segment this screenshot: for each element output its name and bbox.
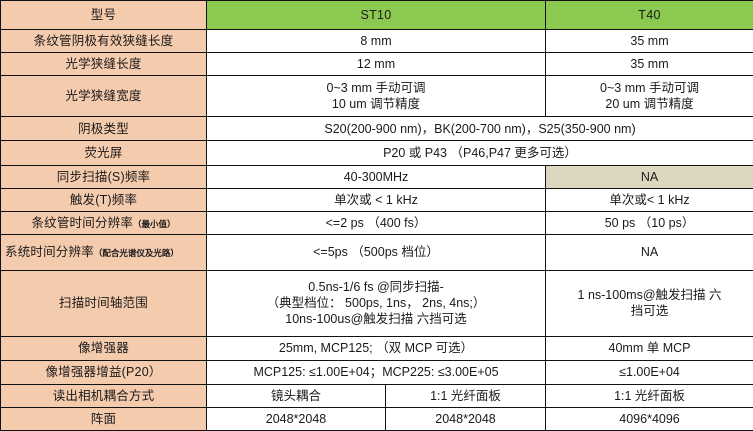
cell-st10: 0.5ns-1/6 fs @同步扫描- （典型档位： 500ps, 1ns， 2…: [205, 269, 547, 337]
cell-st10-a: 镜头耦合: [206, 383, 386, 408]
row-label-note: （最小值）: [133, 218, 176, 229]
cell-line: （典型档位： 500ps, 1ns， 2ns, 4ns;）: [266, 296, 486, 311]
row-label: 读出相机耦合方式: [0, 383, 207, 408]
cell-t40: 0~3 mm 手动可调 20 um 调节精度: [545, 74, 753, 118]
row-label-note: （配合光谱仪及光路）: [93, 248, 179, 259]
cell-line: 0.5ns-1/6 fs @同步扫描-: [308, 280, 444, 295]
table-row: 触发(T)频率 单次或 < 1 kHz 单次或< 1 kHz: [0, 187, 753, 212]
table-header-row: 型号 ST10 T40: [0, 0, 753, 30]
cell-line: 0~3 mm 手动可调: [326, 80, 426, 95]
table-row: 阴极类型 S20(200-900 nm)，BK(200-700 nm)，S25(…: [0, 116, 753, 142]
cell-t40: 4096*4096: [545, 406, 753, 431]
table-row: 系统时间分辨率（配合光谱仪及光路） <=5ps （500ps 档位） NA: [0, 233, 753, 271]
cell-st10: 单次或 < 1 kHz: [205, 187, 547, 212]
table-row: 像增强器 25mm, MCP125; （双 MCP 可选） 40mm 单 MCP: [0, 335, 753, 361]
cell-line: 20 um 调节精度: [605, 96, 694, 111]
row-label-main: 系统时间分辨率: [5, 245, 94, 260]
cell-st10: 0~3 mm 手动可调 10 um 调节精度: [205, 74, 547, 118]
cell-t40: 40mm 单 MCP: [545, 335, 753, 361]
cell-st10-a: 2048*2048: [206, 406, 386, 431]
cell-st10-b: 2048*2048: [384, 406, 547, 431]
table-row: 条纹管阴极有效狭缝长度 8 mm 35 mm: [0, 28, 753, 53]
cell-line: 1 ns-100ms@触发扫描 六: [577, 288, 722, 303]
table-row: 像增强器增益(P20） MCP125: ≤1.00E+04；MCP225: ≤3…: [0, 359, 753, 385]
cell-span-all: P20 或 P43 （P46,P47 更多可选）: [205, 140, 753, 166]
row-label: 像增强器: [0, 335, 207, 361]
cell-st10: <=2 ps （400 fs）: [205, 210, 547, 235]
row-label: 条纹管阴极有效狭缝长度: [0, 28, 207, 53]
table-row: 阵面 2048*2048 2048*2048 4096*4096: [0, 406, 753, 431]
row-label: 扫描时间轴范围: [0, 269, 207, 337]
cell-st10: 8 mm: [205, 28, 547, 53]
row-label: 系统时间分辨率（配合光谱仪及光路）: [0, 233, 207, 271]
row-label: 像增强器增益(P20）: [0, 359, 207, 385]
cell-span-all: S20(200-900 nm)，BK(200-700 nm)，S25(350-9…: [205, 116, 753, 142]
cell-st10: 40-300MHz: [205, 164, 547, 189]
cell-st10: <=5ps （500ps 档位）: [205, 233, 547, 271]
cell-t40: 单次或< 1 kHz: [545, 187, 753, 212]
table-row: 同步扫描(S)频率 40-300MHz NA: [0, 164, 753, 189]
table-row: 读出相机耦合方式 镜头耦合 1:1 光纤面板 1:1 光纤面板: [0, 383, 753, 408]
table-row: 光学狭缝长度 12 mm 35 mm: [0, 51, 753, 76]
cell-t40: 50 ps （10 ps）: [545, 210, 753, 235]
table-row: 条纹管时间分辨率（最小值） <=2 ps （400 fs） 50 ps （10 …: [0, 210, 753, 235]
cell-st10: MCP125: ≤1.00E+04；MCP225: ≤3.00E+05: [205, 359, 547, 385]
cell-t40: ≤1.00E+04: [545, 359, 753, 385]
row-label: 触发(T)频率: [0, 187, 207, 212]
row-label: 条纹管时间分辨率（最小值）: [0, 210, 207, 235]
table-row: 荧光屏 P20 或 P43 （P46,P47 更多可选）: [0, 140, 753, 166]
row-label-main: 条纹管时间分辨率: [31, 215, 134, 230]
cell-t40: 35 mm: [545, 51, 753, 76]
row-label: 阵面: [0, 406, 207, 431]
header-col-t40: T40: [545, 0, 753, 30]
cell-line: 0~3 mm 手动可调: [600, 80, 699, 95]
cell-line: 10 um 调节精度: [331, 96, 421, 111]
cell-t40: 35 mm: [545, 28, 753, 53]
row-label: 荧光屏: [0, 140, 207, 166]
cell-st10: 12 mm: [205, 51, 547, 76]
header-col-st10: ST10: [205, 0, 547, 30]
cell-t40: NA: [545, 233, 753, 271]
cell-st10: 25mm, MCP125; （双 MCP 可选）: [205, 335, 547, 361]
row-label: 同步扫描(S)频率: [0, 164, 207, 189]
table-row: 扫描时间轴范围 0.5ns-1/6 fs @同步扫描- （典型档位： 500ps…: [0, 269, 753, 337]
row-label: 光学狭缝长度: [0, 51, 207, 76]
cell-t40-na: NA: [545, 164, 753, 189]
row-label: 阴极类型: [0, 116, 207, 142]
cell-t40: 1 ns-100ms@触发扫描 六 挡可选: [545, 269, 753, 337]
table-row: 光学狭缝宽度 0~3 mm 手动可调 10 um 调节精度 0~3 mm 手动可…: [0, 74, 753, 118]
cell-line: 挡可选: [630, 304, 669, 319]
header-label-model: 型号: [0, 0, 207, 30]
cell-t40: 1:1 光纤面板: [545, 383, 753, 408]
cell-line: 10ns-100us@触发扫描 六挡可选: [285, 312, 467, 327]
cell-st10-b: 1:1 光纤面板: [384, 383, 547, 408]
row-label: 光学狭缝宽度: [0, 74, 207, 118]
